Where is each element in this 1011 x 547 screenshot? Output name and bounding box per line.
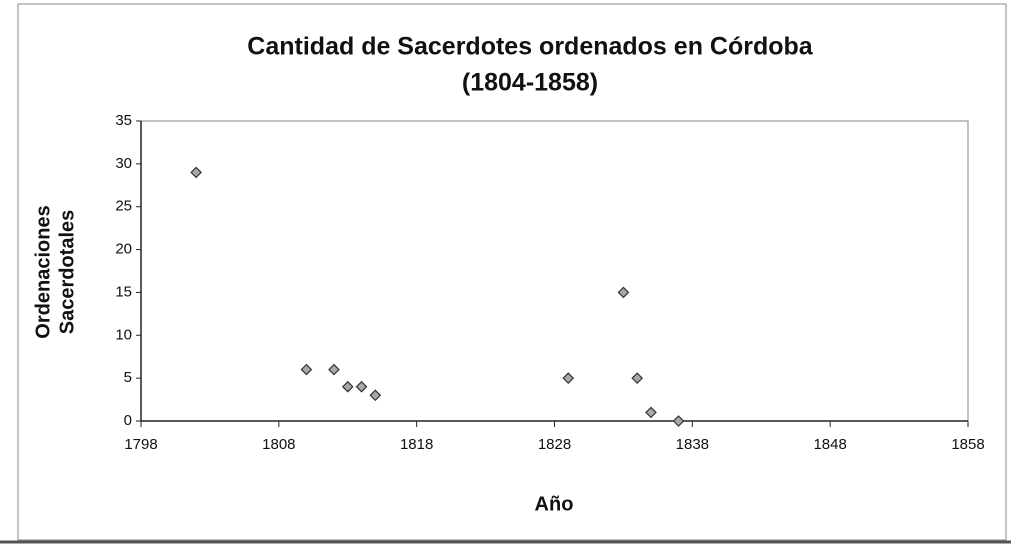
- data-point: [645, 406, 657, 419]
- x-axis-label: Año: [535, 493, 574, 515]
- y-tick-label: 10: [115, 326, 132, 343]
- x-tick-label: 1808: [262, 436, 295, 453]
- chart-title: (1804-1858): [462, 69, 598, 97]
- data-point: [355, 380, 368, 393]
- plot-frame: [140, 120, 969, 422]
- y-tick-label: 20: [115, 241, 132, 258]
- x-tick-label: 1818: [400, 436, 433, 453]
- x-tick-label: 1848: [813, 436, 846, 453]
- chart-title: Cantidad de Sacerdotes ordenados en Córd…: [247, 33, 813, 61]
- data-point: [341, 380, 354, 393]
- data-point: [369, 389, 382, 402]
- y-tick-label: 25: [115, 198, 132, 215]
- y-tick-label: 0: [124, 412, 132, 429]
- x-tick-label: 1798: [124, 436, 157, 453]
- y-tick-label: 30: [115, 155, 132, 172]
- y-tick-label: 15: [115, 283, 132, 300]
- data-point: [300, 363, 313, 376]
- x-tick-label: 1838: [676, 436, 709, 453]
- data-point: [672, 415, 685, 427]
- data-point: [328, 363, 340, 376]
- chart-border: [17, 3, 1007, 541]
- y-axis-label: Sacerdotales: [56, 210, 78, 335]
- data-point: [562, 372, 575, 384]
- x-tick-label: 1858: [951, 436, 984, 453]
- y-tick-label: 35: [115, 112, 132, 129]
- y-axis-label: Ordenaciones: [32, 205, 54, 338]
- y-tick-label: 5: [124, 369, 132, 386]
- data-point: [190, 166, 202, 179]
- x-tick-label: 1828: [538, 436, 571, 453]
- data-point: [631, 372, 644, 384]
- data-point: [617, 286, 630, 299]
